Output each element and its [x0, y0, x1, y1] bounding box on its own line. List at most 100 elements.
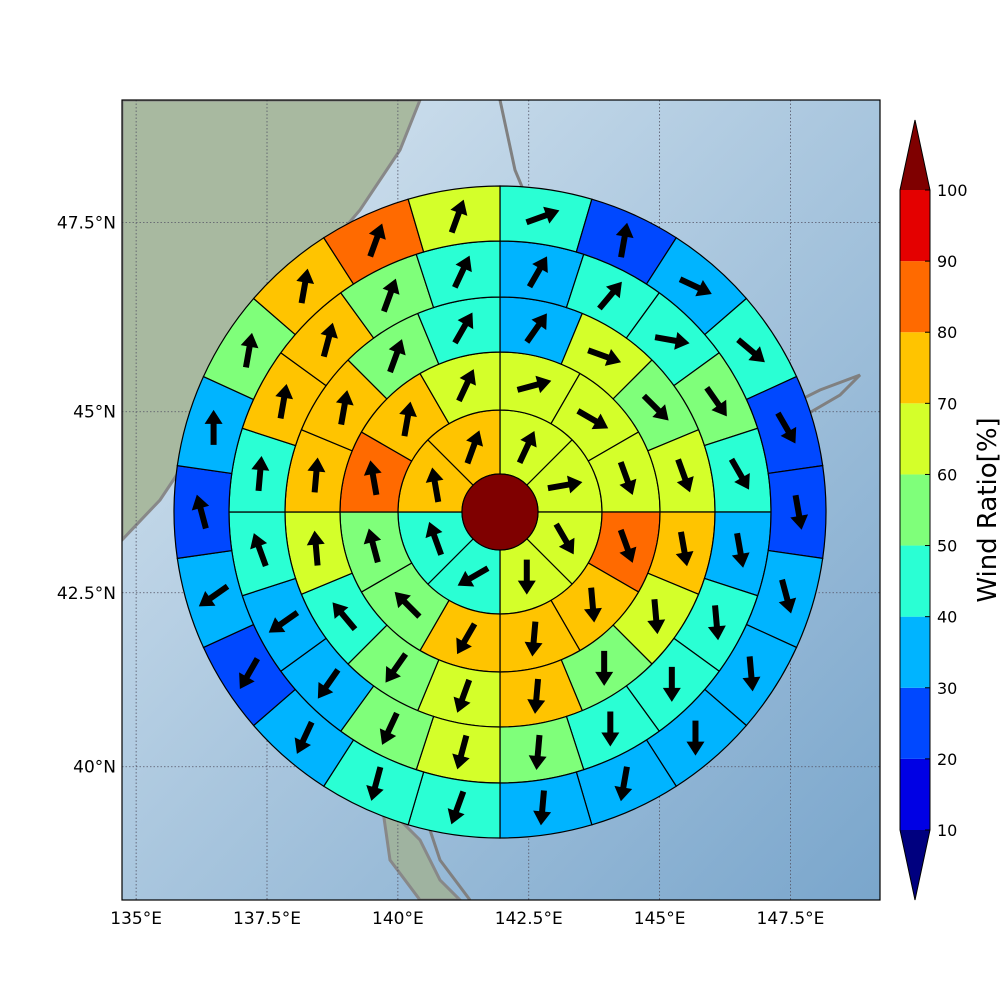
wind-arrow — [307, 457, 326, 493]
wind-arrow — [198, 583, 230, 607]
wind-arrow — [617, 461, 637, 496]
colorbar-over — [900, 120, 930, 190]
x-tick-label: 137.5°E — [233, 909, 301, 929]
colorbar-tick-label: 100 — [937, 181, 968, 200]
wind-arrow — [250, 533, 269, 568]
wind-arrow — [268, 610, 300, 633]
colorbar-tick-label: 10 — [937, 821, 957, 840]
wind-arrow — [728, 457, 750, 490]
wind-arrow — [647, 598, 666, 635]
wind-arrow — [317, 668, 341, 699]
wind-arrow — [553, 522, 575, 555]
colorbar: 10 20 30 40 50 60 70 80 90 100 — [899, 119, 968, 901]
x-tick-label: 145°E — [634, 909, 686, 929]
wind-arrow — [425, 467, 444, 503]
colorbar-tick-label: 50 — [937, 537, 957, 556]
wind-arrow — [614, 766, 633, 802]
colorbar-bin — [900, 758, 930, 830]
wind-arrow — [204, 409, 223, 445]
wind-arrow — [275, 383, 294, 419]
wind-arrow — [742, 656, 761, 692]
colorbar-bin — [900, 545, 930, 617]
wind-arrow — [731, 532, 750, 568]
wind-arrow — [675, 531, 694, 567]
colorbar-tick-label: 40 — [937, 608, 957, 627]
wind-arrow — [524, 313, 547, 344]
wind-arrow — [335, 390, 354, 426]
wind-arrow — [456, 622, 478, 655]
wind-arrow — [617, 528, 637, 563]
colorbar-under — [900, 830, 930, 900]
x-tick-label: 147.5°E — [757, 909, 825, 929]
wind-arrow — [367, 223, 386, 258]
colorbar-tick-label: 60 — [937, 465, 957, 484]
colorbar-bin — [900, 474, 930, 546]
wind-arrow — [775, 411, 797, 444]
wind-arrow — [448, 199, 468, 234]
colorbar-tick-label: 80 — [937, 323, 957, 342]
wind-arrow — [456, 369, 476, 403]
wind-arrow — [332, 602, 358, 632]
wind-arrow — [686, 720, 705, 756]
wind-arrow — [525, 206, 560, 226]
axis-labels: 135°E 137.5°E 140°E 142.5°E 145°E 147.5°E 40°N… — [57, 214, 825, 929]
colorbar-tick-label: 90 — [937, 252, 957, 271]
wind-arrow — [736, 337, 765, 363]
sectors — [173, 185, 827, 839]
wind-arrow — [516, 431, 537, 465]
wind-arrow — [399, 401, 417, 437]
wind-arrow — [675, 458, 694, 493]
colorbar-label: Wind Ratio[%] — [973, 417, 1000, 602]
wind-arrow — [251, 456, 270, 492]
colorbar-bin — [900, 261, 930, 333]
wind-arrow — [425, 521, 444, 556]
wind-arrow — [385, 652, 409, 683]
colorbar-bin — [900, 616, 930, 688]
wind-arrow — [615, 222, 634, 258]
wind-arrow — [707, 605, 726, 641]
wind-arrow — [547, 475, 583, 494]
wind-arrow — [678, 276, 712, 297]
wind-arrow — [239, 657, 260, 689]
wind-arrow — [584, 587, 602, 623]
wind-arrow — [363, 460, 382, 496]
wind-arrow — [240, 332, 259, 368]
wind-arrow — [363, 528, 382, 564]
wind-arrow — [366, 766, 384, 801]
wind-arrow — [597, 281, 622, 311]
x-tick-label: 142.5°E — [495, 909, 563, 929]
y-tick-label: 47.5°N — [57, 214, 116, 234]
colorbar-tick-label: 30 — [937, 679, 957, 698]
wind-arrow — [524, 621, 543, 657]
wind-arrow — [447, 790, 467, 825]
wind-arrow — [457, 565, 490, 587]
x-tick-label: 135°E — [110, 909, 162, 929]
wind-arrow — [587, 347, 622, 366]
colorbar-tick-label: 20 — [937, 750, 957, 769]
wind-arrow — [790, 494, 809, 530]
colorbar-bin — [900, 332, 930, 404]
wind-arrow — [533, 790, 552, 826]
colorbar-bin — [900, 403, 930, 475]
wind-arrow — [294, 720, 315, 754]
x-tick-label: 140°E — [372, 909, 424, 929]
wind-arrow — [516, 375, 552, 394]
wind-arrow — [452, 255, 472, 289]
wind-arrow — [527, 678, 546, 714]
wind-arrow — [387, 339, 406, 374]
wind-arrow — [576, 408, 609, 430]
wind-arrow — [704, 386, 727, 417]
wind-arrow — [381, 278, 400, 313]
wind-arrow — [394, 591, 422, 619]
wind-arrow — [191, 494, 210, 530]
wind-arrow — [595, 650, 614, 686]
map-frame — [121, 99, 881, 901]
colorbar-bin — [900, 190, 930, 262]
wind-arrow — [528, 734, 547, 770]
colorbar-tick-label: 70 — [937, 394, 957, 413]
y-tick-label: 40°N — [73, 758, 116, 778]
wind-arrow — [452, 734, 470, 770]
wind-arrow — [320, 322, 338, 358]
wind-arrow — [778, 578, 797, 614]
